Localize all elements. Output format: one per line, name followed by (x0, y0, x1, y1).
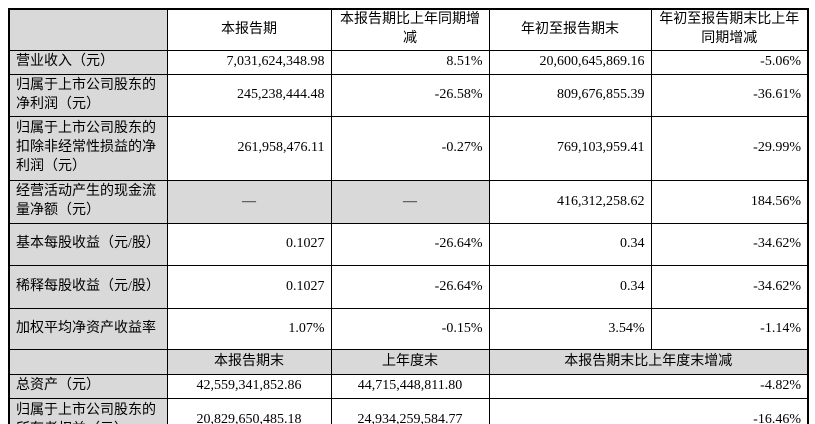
cell-period-yoy: 8.51% (330, 50, 490, 75)
col-header-period-yoy: 本报告期比上年同期增减 (330, 8, 490, 51)
table-header-row-top: 本报告期 本报告期比上年同期增减 年初至报告期末 年初至报告期末比上年同期增减 (8, 8, 809, 51)
cell-prev-year-end: 24,934,259,584.77 (330, 398, 490, 424)
col-header-ytd: 年初至报告期末 (488, 8, 652, 51)
cell-ytd-yoy: -34.62% (650, 223, 809, 266)
cell-ytd-yoy: 184.56% (650, 180, 809, 224)
cell-period-yoy: -26.58% (330, 74, 490, 117)
col-header-period: 本报告期 (166, 8, 332, 51)
cell-period-yoy: -26.64% (330, 223, 490, 266)
table-row-net-profit: 归属于上市公司股东的净利润（元） 245,238,444.48 -26.58% … (8, 74, 809, 117)
cell-prev-year-end: 44,715,448,811.80 (330, 374, 490, 399)
cell-period: 7,031,624,348.98 (166, 50, 332, 75)
table-row-operating-cash-flow: 经营活动产生的现金流量净额（元） — — 416,312,258.62 184.… (8, 180, 809, 224)
cell-period: 0.1027 (166, 265, 332, 309)
cell-period-end: 20,829,650,485.18 (166, 398, 332, 424)
cell-period: 1.07% (166, 308, 332, 350)
cell-ytd: 809,676,855.39 (488, 74, 652, 117)
col-header-ytd-yoy: 年初至报告期末比上年同期增减 (650, 8, 809, 51)
cell-ytd: 20,600,645,869.16 (488, 50, 652, 75)
row-label: 基本每股收益（元/股） (8, 223, 168, 266)
cell-period-yoy: -0.27% (330, 116, 490, 181)
cell-ytd: 0.34 (488, 265, 652, 309)
cell-period-end: 42,559,341,852.86 (166, 374, 332, 399)
cell-ytd-yoy: -36.61% (650, 74, 809, 117)
col-header-period-end: 本报告期末 (166, 349, 332, 375)
col-header-change-vs-prev-year-end: 本报告期末比上年度末增减 (488, 349, 809, 375)
row-label: 营业收入（元） (8, 50, 168, 75)
corner-cell-empty (8, 8, 168, 51)
cell-ytd: 0.34 (488, 223, 652, 266)
table-row-weighted-avg-roe: 加权平均净资产收益率 1.07% -0.15% 3.54% -1.14% (8, 308, 809, 350)
cell-period: 245,238,444.48 (166, 74, 332, 117)
cell-ytd-yoy: -34.62% (650, 265, 809, 309)
table-row-total-assets: 总资产（元） 42,559,341,852.86 44,715,448,811.… (8, 374, 809, 399)
cell-ytd: 769,103,959.41 (488, 116, 652, 181)
cell-ytd-yoy: -1.14% (650, 308, 809, 350)
cell-period-yoy-dash: — (330, 180, 490, 224)
row-label: 稀释每股收益（元/股） (8, 265, 168, 309)
cell-period-yoy: -26.64% (330, 265, 490, 309)
row-label: 经营活动产生的现金流量净额（元） (8, 180, 168, 224)
table-header-row-bottom: 本报告期末 上年度末 本报告期末比上年度末增减 (8, 349, 809, 375)
cell-ytd-yoy: -5.06% (650, 50, 809, 75)
cell-ytd: 416,312,258.62 (488, 180, 652, 224)
corner-cell-empty (8, 349, 168, 375)
row-label: 归属于上市公司股东的扣除非经常性损益的净利润（元） (8, 116, 168, 181)
cell-period-yoy: -0.15% (330, 308, 490, 350)
row-label: 归属于上市公司股东的所有者权益（元） (8, 398, 168, 424)
table-row-diluted-eps: 稀释每股收益（元/股） 0.1027 -26.64% 0.34 -34.62% (8, 265, 809, 309)
cell-ytd-yoy: -29.99% (650, 116, 809, 181)
row-label: 加权平均净资产收益率 (8, 308, 168, 350)
cell-change: -16.46% (488, 398, 809, 424)
table-row-basic-eps: 基本每股收益（元/股） 0.1027 -26.64% 0.34 -34.62% (8, 223, 809, 266)
row-label: 总资产（元） (8, 374, 168, 399)
cell-period-dash: — (166, 180, 332, 224)
cell-ytd: 3.54% (488, 308, 652, 350)
financial-summary-table: 本报告期 本报告期比上年同期增减 年初至报告期末 年初至报告期末比上年同期增减 … (8, 8, 809, 424)
table-row-net-profit-excl-nonrecurring: 归属于上市公司股东的扣除非经常性损益的净利润（元） 261,958,476.11… (8, 116, 809, 181)
row-label: 归属于上市公司股东的净利润（元） (8, 74, 168, 117)
col-header-prev-year-end: 上年度末 (330, 349, 490, 375)
cell-period: 261,958,476.11 (166, 116, 332, 181)
cell-change: -4.82% (488, 374, 809, 399)
cell-period: 0.1027 (166, 223, 332, 266)
table-row-revenue: 营业收入（元） 7,031,624,348.98 8.51% 20,600,64… (8, 50, 809, 75)
table-row-owners-equity: 归属于上市公司股东的所有者权益（元） 20,829,650,485.18 24,… (8, 398, 809, 424)
